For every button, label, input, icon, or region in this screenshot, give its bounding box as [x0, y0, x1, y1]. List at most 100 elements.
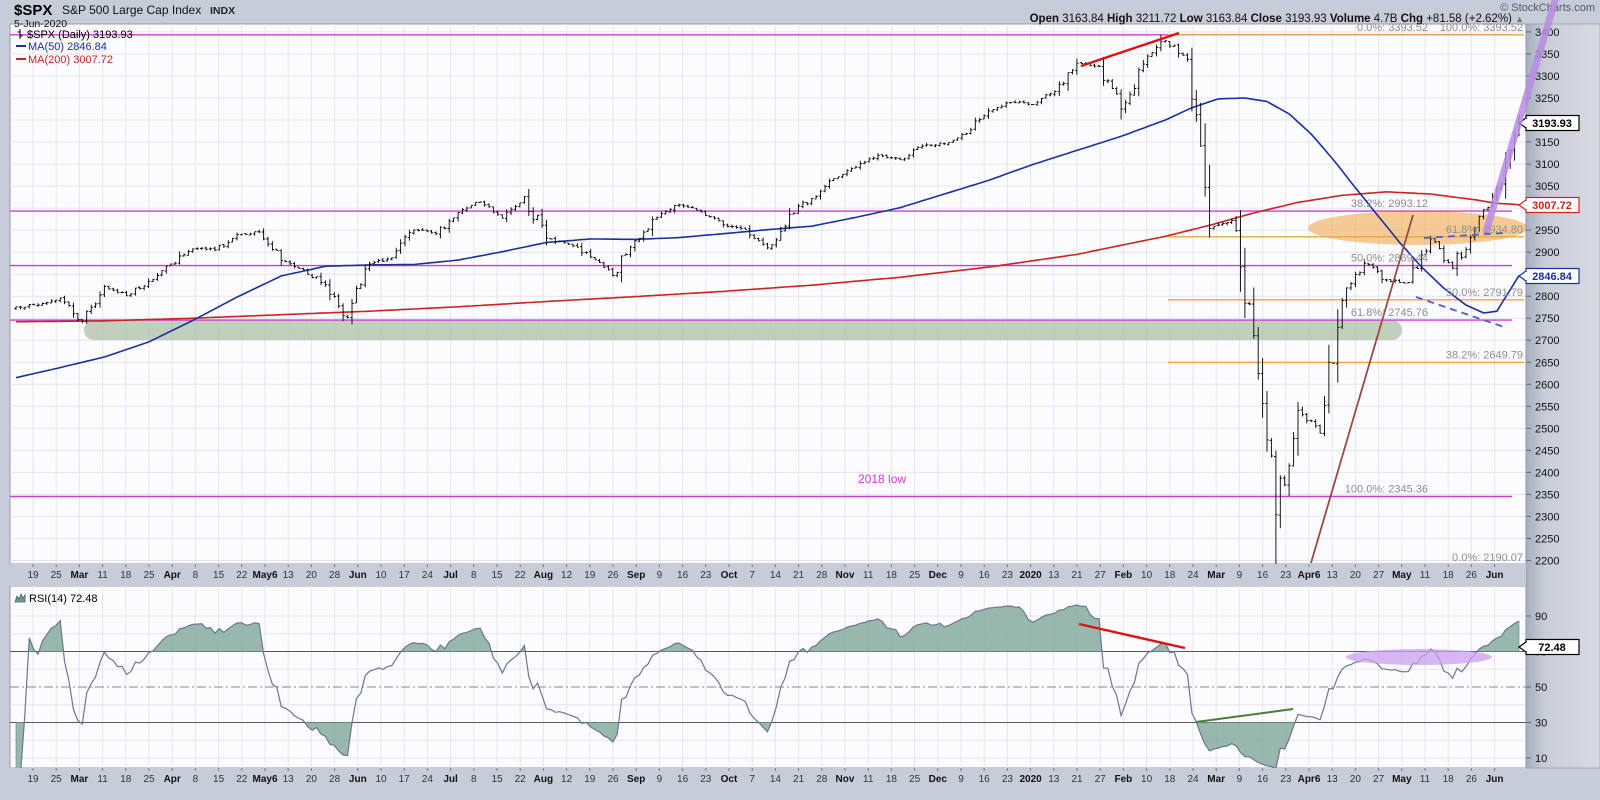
date-tick-label: Nov: [836, 774, 855, 785]
ma50-line: [15, 97, 1520, 379]
axis-value-box: 3007.72: [1517, 196, 1580, 214]
date-tick-label: Oct: [721, 774, 738, 785]
date-tick-label: 24: [1187, 570, 1199, 581]
price-tick-label: 3300: [1535, 71, 1559, 83]
date-tick-label: 20: [1350, 570, 1362, 581]
date-tick-label: 15: [213, 570, 225, 581]
date-tick-label: 16: [677, 774, 689, 785]
date-tick-label: 23: [1280, 774, 1292, 785]
price-series: [14, 34, 1521, 564]
price-tick-label: 2600: [1535, 379, 1559, 391]
date-tick-label: 11: [97, 570, 108, 581]
date-tick-label: 10: [1141, 570, 1153, 581]
date-tick-label: Nov: [836, 570, 855, 581]
date-tick-label: 11: [97, 774, 108, 785]
chart-date: 5-Jun-2020: [14, 18, 67, 30]
date-tick-label: Aug: [534, 570, 553, 581]
price-tick-label: 2500: [1535, 423, 1559, 435]
fib-label: 50.0%: 2869.44: [1351, 253, 1428, 265]
date-tick-label: 11: [863, 570, 874, 581]
date-tick-label: 20: [306, 570, 318, 581]
date-tick-label: 23: [1280, 570, 1292, 581]
date-tick-label: 21: [1071, 570, 1083, 581]
svg-text:3007.72: 3007.72: [1532, 200, 1572, 212]
date-tick-label: Apr6: [1298, 774, 1321, 785]
svg-text:3193.93: 3193.93: [1532, 118, 1572, 130]
date-tick-label: 16: [677, 570, 689, 581]
trendline-annotations: 2018 low: [858, 31, 1508, 564]
date-tick-label: 19: [27, 570, 39, 581]
date-tick-label: 20: [306, 774, 318, 785]
date-tick-label: 27: [1095, 774, 1107, 785]
date-tick-label: 21: [793, 570, 805, 581]
date-tick-label: 27: [1373, 774, 1385, 785]
date-tick-label: 22: [515, 774, 527, 785]
axis-value-box: 2846.84: [1517, 267, 1580, 285]
rsi-value-box: 72.48: [1517, 638, 1580, 656]
date-tick-label: 17: [399, 774, 411, 785]
rsi-tick-label: 10: [1535, 753, 1547, 765]
date-tick-label: 11: [1420, 774, 1431, 785]
date-tick-label: 2020: [1019, 774, 1042, 785]
date-tick-label: 27: [1373, 570, 1385, 581]
date-tick-label: 9: [958, 570, 964, 581]
index-name: S&P 500 Large Cap Index: [62, 3, 201, 17]
date-tick-label: 25: [909, 570, 921, 581]
fib-label: 100.0%: 3393.52: [1440, 22, 1523, 34]
date-tick-label: 18: [120, 570, 132, 581]
date-tick-label: 8: [193, 774, 199, 785]
date-tick-label: 19: [584, 774, 596, 785]
date-tick-label: Apr: [164, 774, 181, 785]
date-tick-label: 12: [561, 774, 573, 785]
date-tick-label: 16: [1257, 774, 1269, 785]
date-tick-label: 13: [1048, 570, 1060, 581]
date-tick-label: 20: [1350, 774, 1362, 785]
date-tick-label: 2020: [1019, 570, 1042, 581]
price-tick-label: 2800: [1535, 291, 1559, 303]
date-tick-label: 23: [1002, 774, 1014, 785]
date-tick-label: 22: [236, 774, 248, 785]
date-tick-label: 15: [213, 774, 225, 785]
date-tick-label: 28: [329, 570, 341, 581]
date-tick-label: 24: [422, 570, 434, 581]
date-tick-label: 14: [770, 570, 782, 581]
rsi-legend: RSI(14) 72.48: [14, 593, 97, 605]
maroon-rally-trendline: [1310, 214, 1414, 564]
rsi-bullish-divergence-line: [1195, 708, 1294, 723]
date-tick-label: Aug: [534, 774, 553, 785]
date-tick-label: 17: [399, 570, 411, 581]
price-tick-label: 3250: [1535, 93, 1559, 105]
date-tick-label: 26: [1466, 774, 1478, 785]
watermark: © StockCharts.com: [1500, 2, 1595, 14]
date-tick-label: 10: [375, 570, 387, 581]
price-tick-label: 2950: [1535, 225, 1559, 237]
gridlines: [10, 24, 1526, 768]
date-tick-label: 18: [120, 774, 132, 785]
red-top-trendline: [1080, 31, 1180, 68]
date-tick-label: May6: [252, 570, 277, 581]
date-tick-label: 23: [1002, 570, 1014, 581]
date-tick-label: 7: [749, 570, 755, 581]
date-axis: 19 25 Mar 11 18 25 Apr 8 15 22 May6 13 20 28 Jun 10 17 24…: [0, 564, 1526, 792]
date-tick-label: 26: [607, 570, 619, 581]
date-tick-label: Feb: [1115, 570, 1133, 581]
price-tick-label: 3050: [1535, 181, 1559, 193]
date-tick-label: Mar: [1207, 774, 1225, 785]
purple-trendline-layer: [1482, 0, 1559, 234]
price-tick-label: 2700: [1535, 335, 1559, 347]
date-tick-label: Feb: [1115, 774, 1133, 785]
fib-label: 50.0%: 2791.79: [1446, 287, 1523, 299]
date-tick-label: Oct: [721, 570, 738, 581]
date-tick-label: 9: [1237, 570, 1243, 581]
fib-label: 0.0%: 3393.52: [1357, 22, 1428, 34]
date-tick-label: 11: [1420, 570, 1431, 581]
date-tick-label: 25: [51, 774, 63, 785]
date-tick-label: Jun: [1486, 774, 1504, 785]
date-tick-label: Jun: [1486, 570, 1504, 581]
date-tick-label: 18: [1443, 774, 1455, 785]
date-tick-label: 19: [584, 570, 596, 581]
label-2018-low: 2018 low: [858, 472, 906, 486]
date-tick-label: 13: [283, 774, 295, 785]
date-tick-label: Apr: [164, 570, 181, 581]
